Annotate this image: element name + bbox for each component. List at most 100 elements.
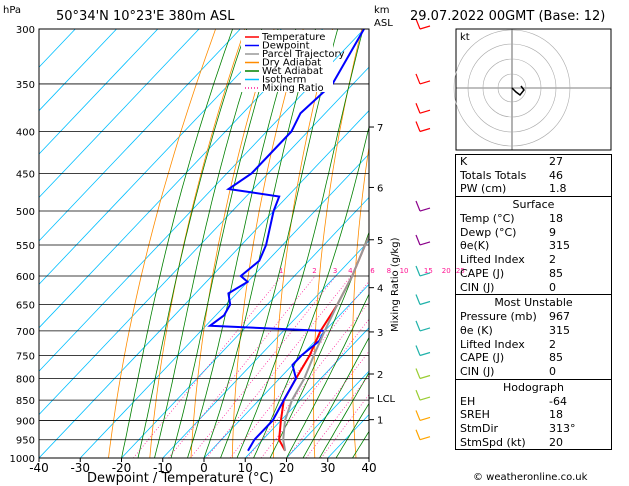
unstable-row: CAPE (J) 85 [456,351,611,365]
wind-barb [419,396,431,401]
isotherm-line [39,29,324,329]
altitude-label: 2 [377,370,383,381]
wet-adiabat-line [319,371,369,458]
index-label: Totals Totals [460,168,527,182]
surface-value: 9 [549,225,556,239]
dry-adiabat-line [108,29,216,458]
wind-barb-feather [415,345,421,356]
legend-label: Temperature [261,32,325,43]
altitude-label: 3 [377,328,383,339]
wind-barb [419,436,431,441]
legend-label: Dewpoint [262,41,310,52]
wind-barb [419,80,431,85]
x-tick-label: 10 [238,461,253,475]
isotherm-line [39,29,159,155]
hodo-row: SREH 18 [456,408,611,422]
hodo-label: StmSpd (kt) [460,435,526,449]
wind-barb-feather [415,294,421,305]
wet-adiabat-line [137,29,248,458]
altitude-label: 6 [377,183,383,194]
mixing-ratio-label: 2 [312,267,316,275]
hodograph-ring [453,29,571,147]
wind-barb-feather [415,234,421,246]
x-tick-label: 0 [200,461,208,475]
pressure-tick-label: 600 [16,272,35,283]
legend-label: Wet Adiabat [262,66,323,77]
dry-adiabat-line [149,29,246,458]
dry-adiabat-line [426,29,449,458]
hodo-value: 313° [549,422,576,435]
wind-barb [419,374,431,380]
hodograph: kt [453,28,612,151]
wind-barb-feather [415,121,421,132]
wind-barb-feather [415,200,421,212]
pressure-tick-label: 950 [16,436,35,447]
most-unstable-box: Most Unstable Pressure (mb) 967 θe (K) 315 L… [455,295,612,380]
asl-unit: ASL [374,18,393,29]
unstable-value: 85 [549,351,563,365]
surface-label: CAPE (J) [460,266,505,280]
wind-barb [419,241,431,246]
hodo-value: 20 [549,435,563,449]
unstable-row: θe (K) 315 [456,324,611,338]
legend-label: Mixing Ratio [262,83,324,94]
x-tick-label: -30 [70,461,90,475]
index-value: 27 [549,155,563,168]
series-dewpoint [207,29,365,452]
pressure-tick-label: 350 [16,80,35,91]
hpa-unit: hPa [3,5,21,16]
surface-value: 85 [549,266,563,280]
wet-adiabat-line [302,336,369,458]
pressure-tick-label: 500 [16,207,35,218]
surface-row: CIN (J) 0 [456,281,611,295]
unstable-row: Lifted Index 2 [456,338,611,352]
wind-barb-feather [415,368,421,379]
legend-label: Dry Adiabat [262,58,321,69]
isotherm-line [39,29,117,112]
altitude-label: 7 [377,123,383,134]
altitude-label: 1 [377,416,383,427]
surface-value: 0 [549,280,556,294]
km-unit: km [374,5,390,16]
surface-label: Lifted Index [460,253,525,267]
copyright: © weatheronline.co.uk [473,472,588,483]
hodograph-ring [467,43,557,133]
wind-barb-feather [415,410,421,421]
unstable-value: 0 [549,364,556,378]
x-tick-label: -40 [29,461,49,475]
mixing-ratio-label: 3 [333,267,337,275]
mixing-ratio-line [247,301,369,458]
index-row: PW (cm) 1.8 [456,182,611,196]
hodo-row: StmDir 313° [456,422,611,436]
pressure-tick-label: 300 [16,25,35,36]
location-title: 50°34'N 10°23'E 380m ASL [56,9,235,24]
datetime-title: 29.07.2022 00GMT (Base: 12) [410,9,605,24]
hodo-label: EH [460,394,476,408]
pressure-tick-label: 700 [16,327,35,338]
unstable-value: 967 [549,310,570,324]
surface-label: CIN (J) [460,280,495,294]
index-value: 1.8 [549,182,567,196]
surface-row: Temp (°C) 18 [456,212,611,226]
mixing-ratio-label: 8 [387,267,391,275]
pressure-tick-label: 650 [16,301,35,312]
isotherm-line [39,29,282,285]
hodo-row: EH -64 [456,395,611,409]
surface-row: Dewp (°C) 9 [456,226,611,240]
hodograph-ring [482,58,542,118]
mixing-ratio-line [133,275,283,458]
wind-barb-feather [415,103,421,114]
altitude-label: 4 [377,284,383,295]
wind-barb-feather [415,73,421,85]
mixing-ratio-label: 1 [279,267,283,275]
wind-barb [419,300,431,306]
wind-barb [419,109,431,114]
pressure-tick-label: 1000 [10,454,35,465]
hodograph-frame [455,28,612,151]
mixing-ratio-label: 10 [400,267,409,275]
surface-label: Temp (°C) [460,212,515,226]
hodo-value: -64 [549,394,567,408]
wind-barb [419,272,431,277]
isotherm-line [39,110,369,458]
